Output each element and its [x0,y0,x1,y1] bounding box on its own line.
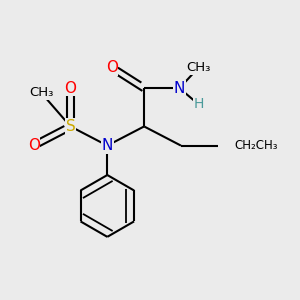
Text: O: O [106,60,118,75]
Text: N: N [174,81,185,96]
Text: O: O [28,138,40,153]
Text: CH₃: CH₃ [29,86,53,99]
Text: O: O [64,81,76,96]
Text: CH₃: CH₃ [186,61,211,74]
Text: S: S [66,119,75,134]
Text: CH₂CH₃: CH₂CH₃ [234,139,278,152]
Text: H: H [194,98,204,111]
Text: N: N [102,138,113,153]
